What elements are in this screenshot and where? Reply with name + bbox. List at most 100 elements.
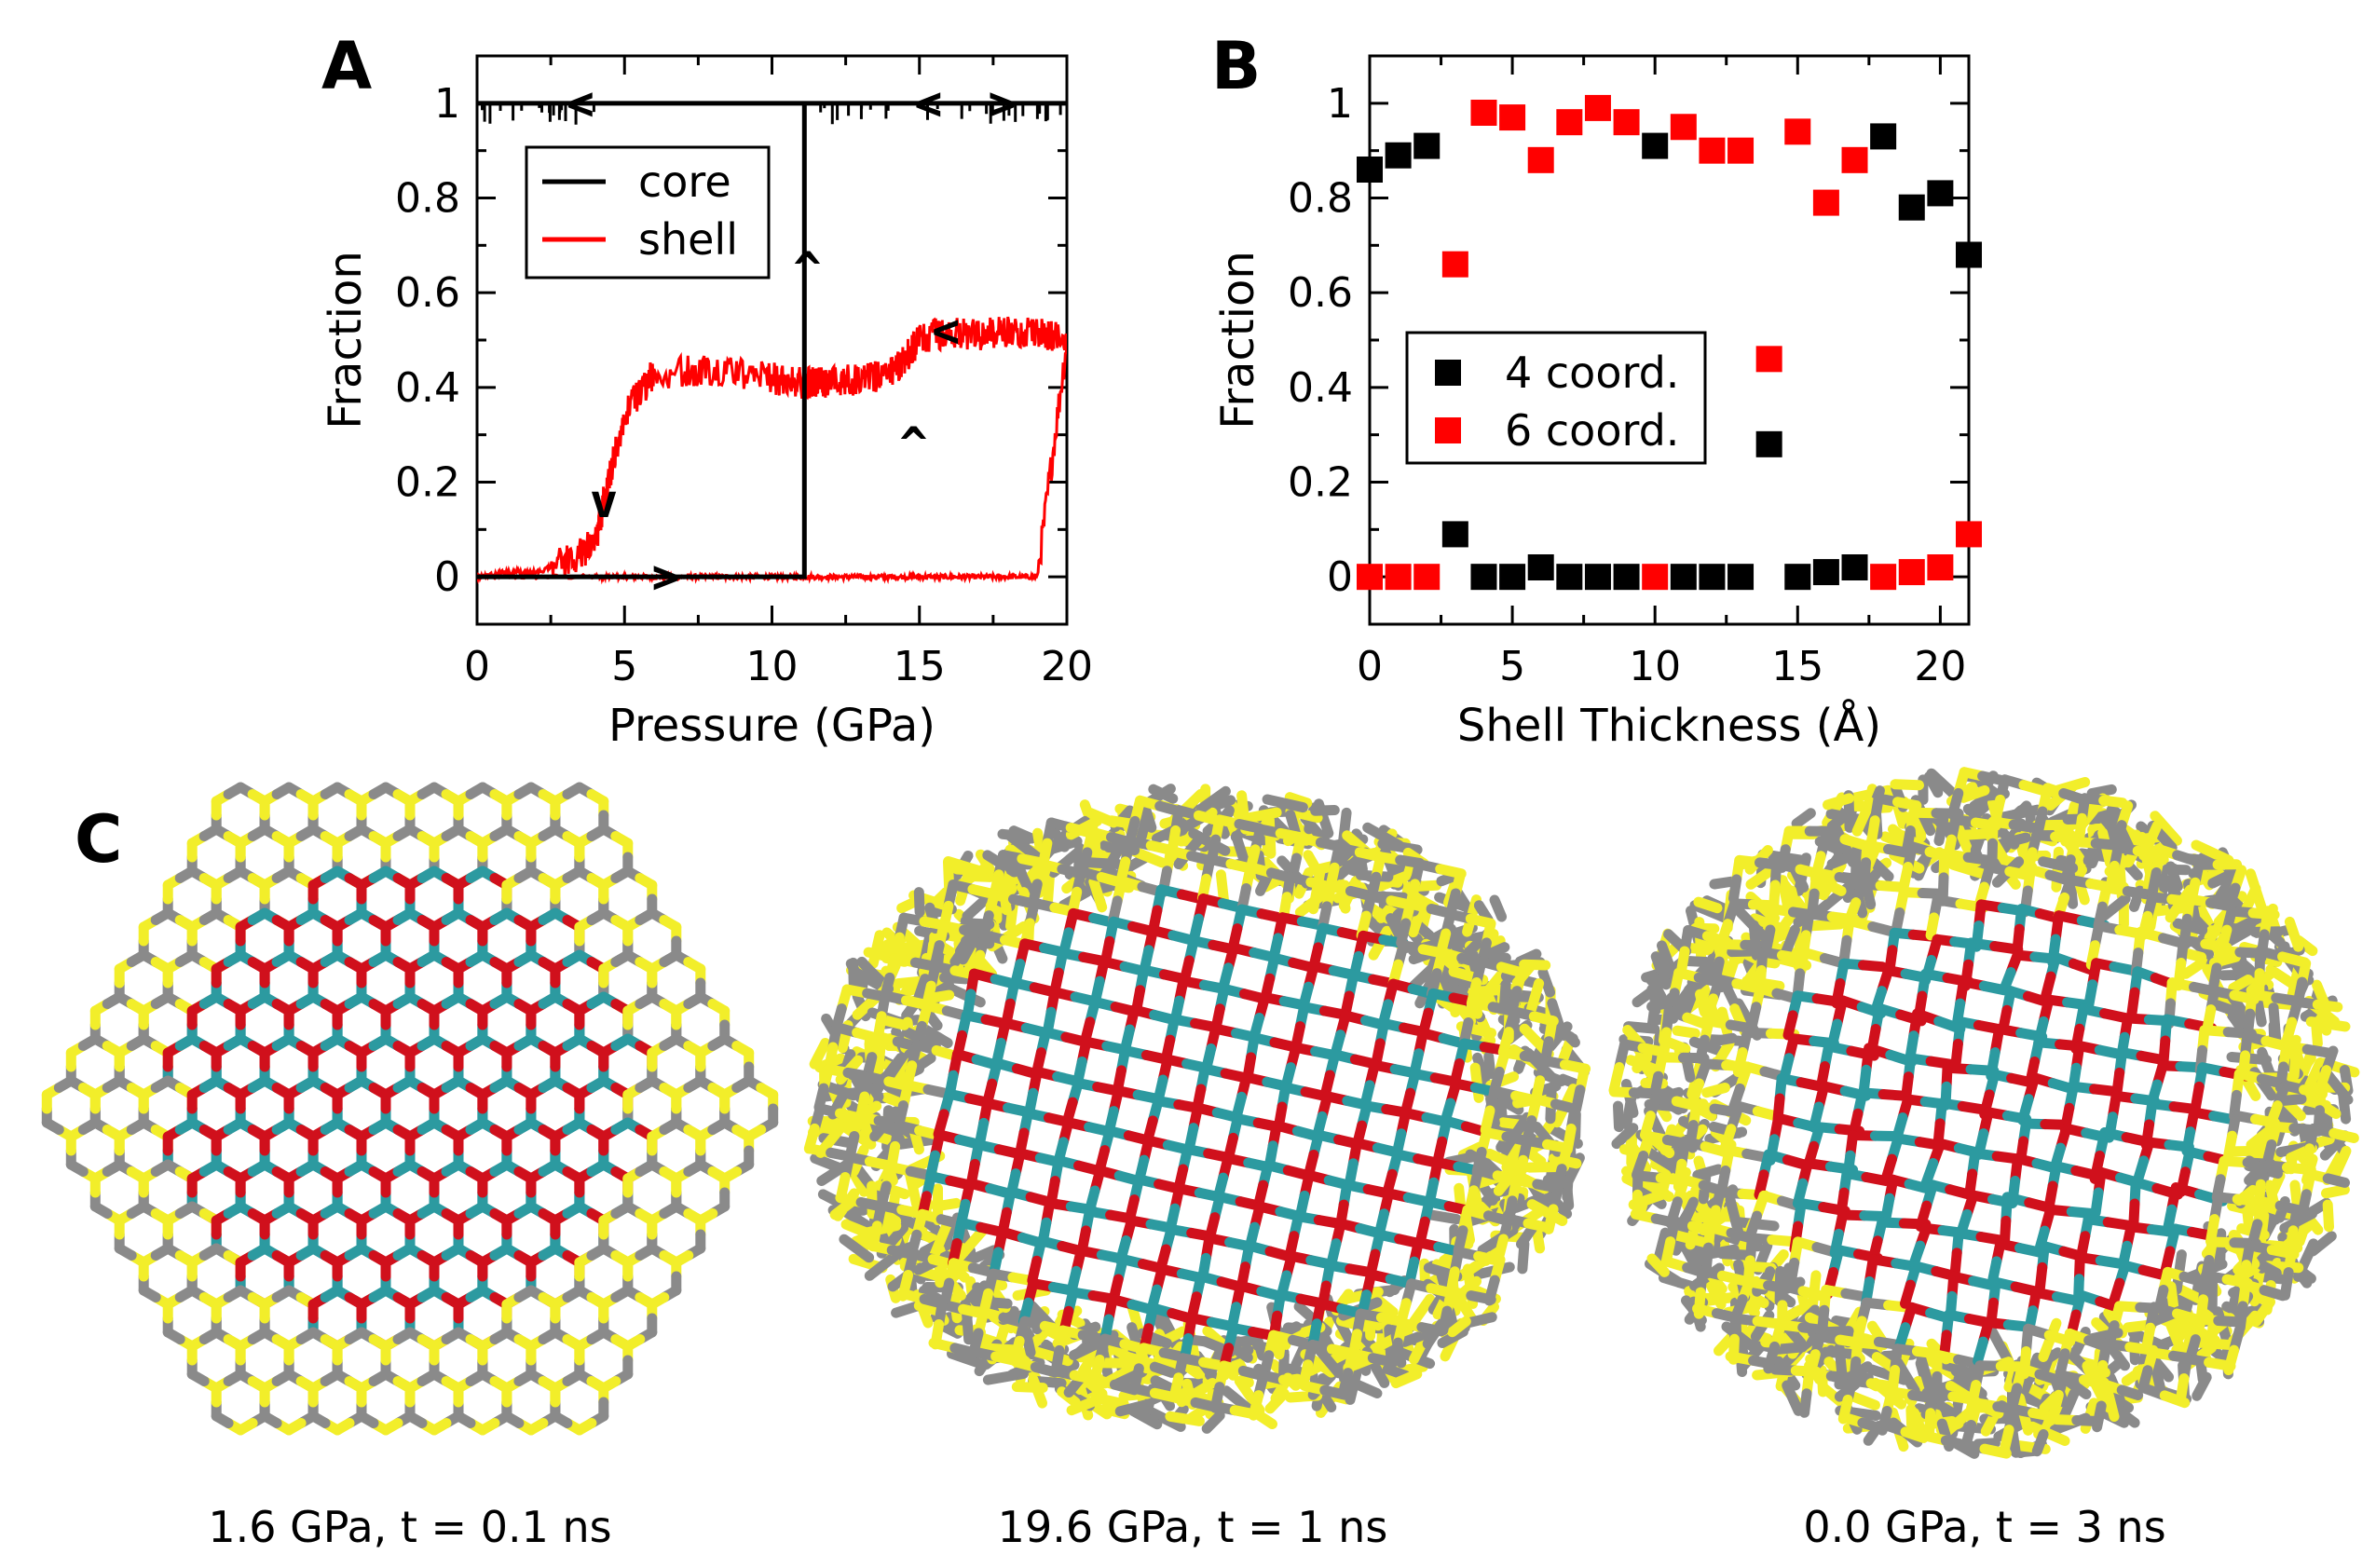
shell-bond [905, 1169, 922, 1211]
shell-bond [1517, 1238, 1530, 1275]
shell-bond [1957, 828, 1997, 840]
shell-bond [2149, 1356, 2167, 1398]
shell-bond [863, 947, 891, 961]
shell-bond [2019, 1392, 2047, 1409]
shell-bond [1695, 1034, 1710, 1064]
shell-bond [2245, 868, 2267, 913]
shell-bond [1639, 1111, 1656, 1140]
shell-bond [1338, 1368, 1354, 1398]
data-point-four-coord [1898, 194, 1925, 221]
data-point-six-coord [1670, 114, 1697, 141]
shell-bond [1823, 793, 1854, 811]
data-point-six-coord [1357, 564, 1383, 591]
shell-bond [1693, 896, 1723, 914]
shell-bond [1859, 857, 1871, 885]
shell-bond [1148, 784, 1179, 804]
shell-bond [1777, 875, 1794, 914]
shell-bond [1613, 1100, 1624, 1133]
x-tick-label: 5 [611, 643, 637, 690]
shell-bond [912, 974, 931, 1004]
y-tick-label: 1 [434, 80, 460, 128]
shell-bond [1142, 1405, 1186, 1432]
shell-bond [1215, 869, 1230, 907]
shell-bond [1743, 1288, 1769, 1309]
shell-bond [947, 1348, 989, 1370]
shell-bond [1454, 1182, 1466, 1210]
shell-bond [809, 1038, 831, 1070]
data-point-four-coord [1927, 180, 1954, 207]
shell-bond [2252, 995, 2267, 1028]
shell-bond [879, 943, 926, 961]
shell-bond [1671, 1230, 1714, 1249]
shell-bond [1767, 1234, 1797, 1247]
data-point-six-coord [1499, 104, 1526, 131]
snapshot-2 [803, 784, 1591, 1434]
shell-bond [1547, 998, 1565, 1032]
snapshot-1 [41, 782, 779, 1436]
shell-bond [2086, 807, 2122, 825]
shell-bond [1741, 1148, 1769, 1163]
y-tick-label: 0.4 [395, 364, 460, 412]
shell-bond [1686, 1078, 1705, 1109]
shell-bond [2284, 916, 2304, 952]
y-tick-label: 0.2 [1288, 459, 1353, 507]
shell-bond [1165, 1411, 1205, 1426]
data-point-six-coord [1727, 137, 1755, 164]
shell-bond [1695, 989, 1710, 1017]
series-core-noise [481, 102, 1062, 125]
shell-bond [1709, 876, 1737, 890]
y-tick-label: 0.4 [1288, 364, 1353, 412]
shell-bond [2121, 1364, 2150, 1386]
x-tick-label: 15 [894, 643, 946, 690]
shell-bond [1646, 1253, 1670, 1277]
legend-label-1: 6 coord. [1505, 405, 1679, 456]
data-point-four-coord [1556, 564, 1583, 591]
data-point-four-coord [1584, 564, 1611, 591]
shell-bond [1941, 1404, 1978, 1438]
shell-bond [918, 1023, 953, 1048]
shell-bond [1390, 1369, 1423, 1389]
shell-bond [2061, 1374, 2092, 1399]
x-axis-label: Shell Thickness (Å) [1457, 699, 1881, 752]
x-tick-label: 5 [1499, 643, 1525, 690]
shell-bond [1731, 978, 1759, 993]
data-point-four-coord [1956, 241, 1982, 268]
shell-bond [1797, 1286, 1829, 1302]
data-point-six-coord [1927, 554, 1954, 580]
direction-arrow: < [914, 76, 942, 130]
shell-bond [1732, 1047, 1748, 1077]
x-tick-label: 15 [1771, 643, 1823, 690]
data-point-four-coord [1613, 564, 1640, 591]
shell-bond [1483, 942, 1510, 960]
data-point-four-coord [1642, 132, 1669, 159]
shell-bond [2086, 784, 2117, 798]
shell-bond [1917, 888, 1946, 899]
shell-bond [1255, 869, 1274, 896]
data-point-four-coord [1812, 559, 1839, 586]
shell-bond [967, 884, 998, 899]
panel-b-letter: B [1211, 28, 1261, 104]
shell-bond [1987, 1326, 2014, 1367]
shell-bond [954, 1224, 989, 1262]
direction-arrow: ^ [793, 242, 821, 296]
data-point-six-coord [1870, 564, 1897, 591]
data-point-six-coord [1584, 94, 1611, 121]
shell-bond [1839, 834, 1869, 851]
data-point-six-coord [1613, 109, 1640, 136]
core-bond [1027, 1255, 1043, 1287]
shell-bond [1498, 979, 1511, 1012]
shell-bond [2028, 1421, 2070, 1446]
shell-bond [1077, 1329, 1109, 1345]
y-tick-label: 0 [434, 553, 460, 601]
shell-bond [1747, 899, 1777, 911]
shell-bond [1785, 1257, 1800, 1289]
shell-bond [1725, 1194, 1744, 1237]
y-tick-label: 0.6 [395, 269, 460, 317]
core-bond [1884, 945, 1898, 973]
data-point-six-coord [1898, 559, 1925, 586]
panel-a-letter: A [321, 28, 372, 104]
core-bond [1809, 1101, 1824, 1133]
shell-bond [891, 1049, 915, 1081]
shell-bond [1916, 1354, 1936, 1397]
shell-bond [1871, 1352, 1897, 1372]
